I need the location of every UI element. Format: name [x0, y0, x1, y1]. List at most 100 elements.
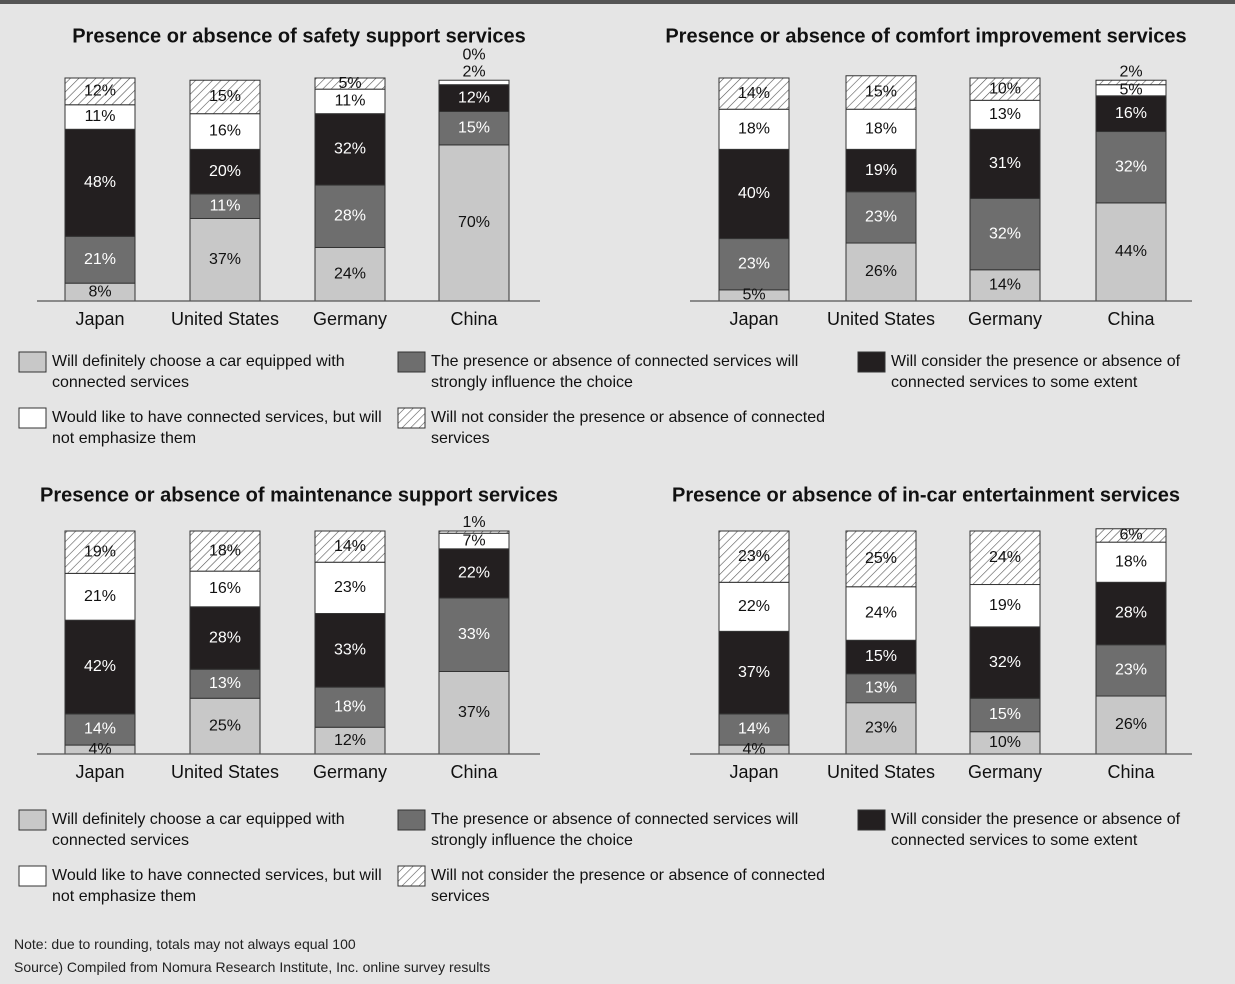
bar-segment — [189, 606, 261, 670]
legend-swatch — [397, 865, 426, 887]
value-label: 1% — [462, 514, 485, 531]
value-label: 19% — [84, 543, 116, 560]
bar-segment — [845, 673, 917, 704]
value-label: 18% — [209, 542, 241, 559]
value-label: 15% — [989, 706, 1021, 723]
legend-label: The presence or absence of connected ser… — [431, 353, 799, 391]
bar-segment — [314, 113, 386, 186]
value-label: 26% — [865, 263, 897, 280]
x-tick-label: United States — [171, 309, 279, 329]
x-tick-label: China — [1107, 762, 1155, 782]
legend-box — [18, 865, 47, 887]
bar-segment — [1095, 541, 1167, 583]
x-tick-label: Germany — [313, 309, 387, 329]
value-label: 48% — [84, 174, 116, 191]
value-label: 24% — [865, 605, 897, 622]
bar-segment — [718, 238, 790, 291]
legend-label: Will definitely choose a car equipped wi… — [52, 811, 345, 849]
source: Source) Compiled from Nomura Research In… — [14, 959, 491, 975]
legend-label: Will consider the presence or absence of… — [891, 353, 1181, 391]
legend-swatch — [18, 351, 47, 373]
bar-segment — [314, 530, 386, 563]
value-label: 2% — [462, 63, 485, 80]
value-label: 25% — [865, 550, 897, 567]
legend-swatch — [18, 809, 47, 831]
legend-label: The presence or absence of connected ser… — [431, 811, 799, 849]
value-label: 15% — [865, 84, 897, 101]
value-label: 32% — [334, 141, 366, 158]
value-label: 14% — [84, 721, 116, 738]
legend-item: Would like to have connected services, b… — [18, 865, 392, 907]
value-label: 23% — [738, 255, 770, 272]
value-label: 15% — [865, 648, 897, 665]
bar-segment — [718, 581, 790, 632]
bar-segment — [1095, 528, 1167, 543]
legend-label: Will not consider the presence or absenc… — [431, 867, 826, 905]
bar-segment — [314, 246, 386, 302]
bar-segment — [969, 697, 1041, 733]
legend-box — [18, 809, 47, 831]
value-label: 42% — [84, 658, 116, 675]
value-label: 13% — [209, 675, 241, 692]
value-label: 23% — [1115, 662, 1147, 679]
bar-segment — [64, 713, 136, 746]
bar-segment — [845, 530, 917, 588]
bar-segment — [314, 88, 386, 115]
bar-segment — [438, 144, 510, 302]
bar-segment — [718, 108, 790, 150]
legend-label: Would like to have connected services, b… — [52, 867, 382, 905]
legend-label: Will consider the presence or absence of… — [891, 811, 1181, 849]
legend-item: Will definitely choose a car equipped wi… — [18, 351, 362, 393]
value-label: 6% — [1119, 527, 1142, 544]
bar-segment — [969, 77, 1041, 101]
value-label: 5% — [742, 287, 765, 304]
chart-title: Presence or absence of safety support se… — [72, 25, 526, 47]
value-label: 13% — [989, 106, 1021, 123]
value-label: 13% — [865, 679, 897, 696]
bar-segment — [1095, 695, 1167, 755]
bar-segment — [1095, 79, 1167, 86]
value-label: 21% — [84, 251, 116, 268]
x-tick-label: Germany — [313, 762, 387, 782]
x-tick-label: Japan — [729, 309, 778, 329]
legend-box — [857, 351, 886, 373]
value-label: 31% — [989, 155, 1021, 172]
note: Note: due to rounding, totals may not al… — [14, 936, 356, 952]
legend-item: Will not consider the presence or absenc… — [397, 407, 831, 449]
bar-segment — [438, 548, 510, 599]
legend-label: Will not consider the presence or absenc… — [431, 409, 826, 447]
bar-segment — [64, 104, 136, 130]
value-label: 12% — [334, 732, 366, 749]
value-label: 11% — [210, 197, 241, 214]
value-label: 24% — [334, 265, 366, 282]
x-tick-label: United States — [827, 762, 935, 782]
x-tick-label: United States — [171, 762, 279, 782]
value-label: 28% — [1115, 605, 1147, 622]
value-label: 19% — [865, 162, 897, 179]
legend-box — [397, 865, 426, 887]
x-tick-label: Japan — [729, 762, 778, 782]
bar-segment — [64, 235, 136, 284]
value-label: 14% — [334, 538, 366, 555]
legend-item: Will definitely choose a car equipped wi… — [18, 809, 362, 851]
x-tick-label: Germany — [968, 762, 1042, 782]
value-label: 22% — [458, 565, 490, 582]
bar-segment — [438, 670, 510, 755]
bar-segment — [189, 570, 261, 608]
bar-segment — [1095, 581, 1167, 646]
bar-segment — [314, 77, 386, 90]
value-label: 12% — [84, 83, 116, 100]
value-label: 14% — [989, 277, 1021, 294]
bar-segment — [314, 561, 386, 615]
value-label: 18% — [865, 121, 897, 138]
value-label: 18% — [738, 121, 770, 138]
value-label: 25% — [209, 717, 241, 734]
bar-segment — [438, 79, 510, 86]
value-label: 32% — [1115, 158, 1147, 175]
bar-segment — [969, 128, 1041, 199]
bar-segment — [969, 197, 1041, 271]
bar-segment — [969, 269, 1041, 302]
value-label: 33% — [458, 626, 490, 643]
bar-segment — [845, 75, 917, 110]
bar-segment — [438, 597, 510, 672]
